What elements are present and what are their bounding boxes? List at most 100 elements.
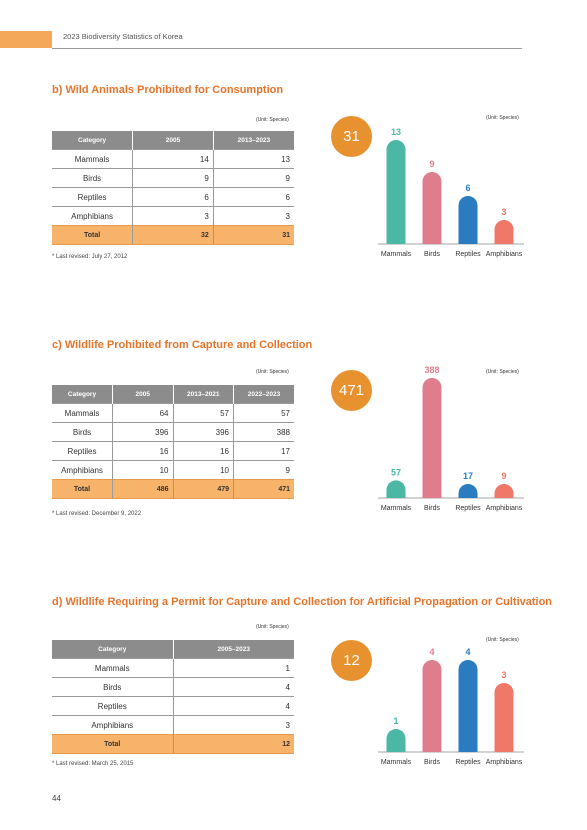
section-b-bar-chart: 13 Mammals 9 Birds 6 Reptiles 3 Amphibians [378, 127, 524, 258]
row-value: 13 [212, 149, 294, 169]
chart-category-label: Reptiles [455, 759, 481, 766]
section-c-chart-unit: (Unit: Species) [486, 369, 519, 375]
row-value: 4 [172, 696, 294, 716]
header-accent-bar [0, 31, 52, 48]
chart-data-label: 3 [501, 207, 506, 217]
row-value: 16 [112, 441, 173, 461]
row-value: 64 [112, 403, 173, 423]
table-row: Amphibians 3 [52, 715, 294, 735]
row-value: 388 [233, 422, 294, 442]
table-row: Reptiles 4 [52, 696, 294, 716]
chart-category-label: Mammals [381, 505, 412, 512]
table-header-row: Category 2005–2023 [52, 640, 294, 659]
table-header-row: Category 2005 2013–2023 [52, 131, 294, 150]
row-value: 57 [233, 403, 294, 423]
column-header: 2005–2023 [172, 640, 294, 659]
chart-category-label: Mammals [381, 251, 412, 258]
column-header: 2005 [112, 385, 173, 404]
row-value: 6 [132, 187, 214, 207]
row-value: 9 [233, 460, 294, 480]
chart-bar [386, 480, 406, 498]
row-category: Mammals [52, 403, 113, 423]
table-header-row: Category 2005 2013–2021 2022–2023 [52, 385, 294, 404]
total-value: 479 [172, 479, 234, 499]
total-label: Total [52, 225, 133, 245]
row-category: Mammals [52, 149, 133, 169]
column-header: Category [52, 640, 173, 659]
row-value: 4 [172, 677, 294, 697]
chart-data-label: 9 [429, 159, 434, 169]
chart-bar [386, 729, 406, 752]
section-c-title: c) Wildlife Prohibited from Capture and … [52, 339, 313, 351]
total-value: 31 [212, 225, 294, 245]
chart-bar [386, 140, 406, 244]
section-b-table: Category 2005 2013–2023 Mammals 14 13 Birds 9 9 R… [52, 131, 294, 245]
section-d-bar-chart: 1 Mammals 4 Birds 4 Reptiles 3 Amphibians [378, 647, 524, 766]
chart-category-label: Amphibians [486, 505, 523, 512]
section-c-table-unit: (Unit: Species) [256, 369, 289, 375]
row-category: Birds [52, 677, 173, 697]
section-d-chart-unit: (Unit: Species) [486, 637, 519, 643]
table-row: Birds 396 396 388 [52, 422, 294, 442]
table-total-row: Total 12 [52, 734, 294, 754]
chart-bar [422, 172, 442, 244]
row-category: Reptiles [52, 441, 113, 461]
total-label: Total [52, 479, 113, 499]
row-category: Reptiles [52, 187, 133, 207]
row-value: 10 [112, 460, 173, 480]
table-total-row: Total 32 31 [52, 225, 294, 245]
row-value: 9 [212, 168, 294, 188]
section-b-title: b) Wild Animals Prohibited for Consumpti… [52, 84, 284, 96]
row-value: 57 [172, 403, 234, 423]
section-c-bar-chart: 57 Mammals 388 Birds 17 Reptiles 9 Amphibians [378, 365, 524, 512]
table-total-row: Total 486 479 471 [52, 479, 294, 499]
row-category: Birds [52, 422, 113, 442]
row-value: 6 [212, 187, 294, 207]
section-b-chart-unit: (Unit: Species) [486, 115, 519, 121]
chart-data-label: 4 [429, 647, 434, 657]
row-value: 3 [212, 206, 294, 226]
table-row: Amphibians 10 10 9 [52, 460, 294, 480]
section-b-note: * Last revised: July 27, 2012 [52, 254, 128, 260]
chart-bar [422, 660, 442, 752]
table-row: Mammals 1 [52, 658, 294, 678]
table-row: Amphibians 3 3 [52, 206, 294, 226]
row-category: Birds [52, 168, 133, 188]
column-header: Category [52, 385, 113, 404]
row-category: Reptiles [52, 696, 173, 716]
row-category: Amphibians [52, 460, 113, 480]
row-value: 14 [132, 149, 214, 169]
table-row: Mammals 64 57 57 [52, 403, 294, 423]
table-row: Mammals 14 13 [52, 149, 294, 169]
section-d-table-unit: (Unit: Species) [256, 624, 289, 630]
chart-category-label: Mammals [381, 759, 412, 766]
row-value: 16 [172, 441, 234, 461]
column-header: 2022–2023 [233, 385, 294, 404]
total-value: 12 [172, 734, 294, 754]
row-category: Mammals [52, 658, 173, 678]
row-value: 1 [172, 658, 294, 678]
total-value: 486 [112, 479, 173, 499]
column-header: 2013–2023 [212, 131, 294, 150]
section-d-title: d) Wildlife Requiring a Permit for Captu… [52, 596, 553, 608]
chart-data-label: 9 [501, 471, 506, 481]
total-label: Total [52, 734, 173, 754]
chart-category-label: Reptiles [455, 251, 481, 258]
chart-category-label: Birds [424, 759, 440, 766]
chart-bar [458, 484, 478, 498]
table-row: Reptiles 6 6 [52, 187, 294, 207]
section-c-total-badge: 471 [331, 370, 372, 411]
chart-data-label: 3 [501, 670, 506, 680]
chart-bar [458, 196, 478, 244]
chart-bar [458, 660, 478, 752]
section-c-table: Category 2005 2013–2021 2022–2023 Mammals 64 5… [52, 385, 294, 499]
chart-bar [494, 220, 514, 244]
chart-data-label: 1 [393, 716, 398, 726]
chart-bar [422, 378, 442, 498]
row-value: 3 [132, 206, 214, 226]
row-value: 396 [172, 422, 234, 442]
section-d-table: Category 2005–2023 Mammals 1 Birds 4 Reptiles 4… [52, 640, 294, 754]
chart-category-label: Amphibians [486, 251, 523, 258]
chart-data-label: 17 [463, 471, 473, 481]
section-d-total-badge: 12 [331, 640, 372, 681]
